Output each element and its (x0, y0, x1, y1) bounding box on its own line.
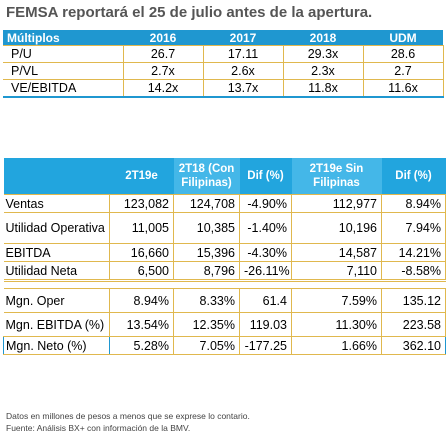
header-dif: Dif (%) (381, 158, 446, 195)
row-label: Mgn. Oper (3, 288, 110, 313)
table-cell: 5.28% (109, 336, 174, 355)
table-cell: 7.94% (381, 212, 446, 244)
table-row: Utilidad Neta 6,500 8,796 -26.11% 7,110 … (3, 261, 446, 282)
table-cell: 7.05% (173, 336, 240, 355)
row-label: Utilidad Neta (3, 261, 110, 282)
table-cell: 2.7x (122, 62, 204, 80)
table-cell: 2.6x (202, 62, 284, 80)
table-cell: 124,708 (173, 194, 240, 213)
year-header: 2017 (203, 30, 283, 46)
table-cell: -177.25 (239, 336, 292, 355)
multiples-table: Múltiplos 2016 2017 2018 UDM P/U 26.7 17… (3, 30, 444, 98)
table-cell: 11.30% (291, 312, 382, 337)
table-row: Utilidad Operativa 11,005 10,385 -1.40% … (3, 212, 446, 244)
table-cell: 2.3x (282, 62, 364, 80)
table-cell: 8.94% (381, 194, 446, 213)
header-2t19e-sin: 2T19e Sin Filipinas (291, 158, 382, 195)
table-cell: 13.54% (109, 312, 174, 337)
table-cell: -1.40% (239, 212, 292, 244)
row-label: P/VL (3, 62, 124, 80)
table-cell: 112,977 (291, 194, 382, 213)
table-cell: 11,005 (109, 212, 174, 244)
table-cell: 10,385 (173, 212, 240, 244)
table-cell: 26.7 (122, 45, 204, 63)
header-dif: Dif (%) (239, 158, 292, 195)
table-cell: 61.4 (239, 288, 292, 313)
table-row: VE/EBITDA 14.2x 13.7x 11.8x 11.6x (3, 79, 444, 98)
table-cell: 11.8x (282, 79, 364, 98)
table-cell: 14,587 (291, 243, 382, 262)
row-label: Utilidad Operativa (3, 212, 110, 244)
multiples-header: Múltiplos (3, 30, 123, 46)
results-table: 2T19e 2T18 (Con Filipinas) Dif (%) 2T19e… (3, 158, 446, 355)
table-cell: -8.58% (381, 261, 446, 282)
table-cell: 119.03 (239, 312, 292, 337)
header-blank (3, 158, 110, 195)
row-label: Mgn. Neto (%) (3, 336, 110, 355)
table-cell: 7.59% (291, 288, 382, 313)
year-header: 2018 (283, 30, 363, 46)
table-cell: 8.94% (109, 288, 174, 313)
table-cell: 6,500 (109, 261, 174, 282)
udm-header: UDM (363, 30, 443, 46)
table-cell: 123,082 (109, 194, 174, 213)
spacer-row (3, 280, 446, 289)
table-row: Mgn. EBITDA (%) 13.54% 12.35% 119.03 11.… (3, 312, 446, 337)
report-title: FEMSA reportará el 25 de julio antes de … (6, 4, 373, 21)
footnote-source: Fuente: Análisis BX+ con información de … (6, 423, 191, 433)
table-cell: 16,660 (109, 243, 174, 262)
table-row: P/VL 2.7x 2.6x 2.3x 2.7 (3, 62, 444, 80)
multiples-header-row: Múltiplos 2016 2017 2018 UDM (3, 30, 443, 46)
year-header: 2016 (123, 30, 203, 46)
table-cell: 2.7 (362, 62, 444, 80)
row-label: VE/EBITDA (3, 79, 124, 98)
table-cell: 28.6 (362, 45, 444, 63)
table-row: Ventas 123,082 124,708 -4.90% 112,977 8.… (3, 194, 446, 213)
table-cell: 7,110 (291, 261, 382, 282)
table-cell: 223.58 (381, 312, 446, 337)
table-cell: 1.66% (291, 336, 382, 355)
row-label: Mgn. EBITDA (%) (3, 312, 110, 337)
table-cell: 8.33% (173, 288, 240, 313)
table-row: Mgn. Neto (%) 5.28% 7.05% -177.25 1.66% … (3, 336, 446, 355)
table-cell: 11.6x (362, 79, 444, 98)
table-cell: 10,196 (291, 212, 382, 244)
table-cell: 8,796 (173, 261, 240, 282)
table-cell: 13.7x (202, 79, 284, 98)
table-cell: 362.10 (381, 336, 446, 355)
table-cell: 29.3x (282, 45, 364, 63)
results-header-row: 2T19e 2T18 (Con Filipinas) Dif (%) 2T19e… (3, 158, 446, 195)
table-cell: 14.2x (122, 79, 204, 98)
table-cell: 12.35% (173, 312, 240, 337)
row-label: P/U (3, 45, 124, 63)
table-cell: 15,396 (173, 243, 240, 262)
footnote-units: Datos en millones de pesos a menos que s… (6, 411, 250, 421)
header-2t19e: 2T19e (109, 158, 174, 195)
table-row: P/U 26.7 17.11 29.3x 28.6 (3, 45, 444, 63)
header-2t18: 2T18 (Con Filipinas) (173, 158, 240, 195)
row-label: EBITDA (3, 243, 110, 262)
table-cell: 135.12 (381, 288, 446, 313)
table-cell: -4.30% (239, 243, 292, 262)
table-cell: -4.90% (239, 194, 292, 213)
table-row: EBITDA 16,660 15,396 -4.30% 14,587 14.21… (3, 243, 446, 262)
row-label: Ventas (3, 194, 110, 213)
table-row: Mgn. Oper 8.94% 8.33% 61.4 7.59% 135.12 (3, 288, 446, 313)
table-cell: 14.21% (381, 243, 446, 262)
table-cell: 17.11 (202, 45, 284, 63)
table-cell: -26.11% (239, 261, 292, 282)
